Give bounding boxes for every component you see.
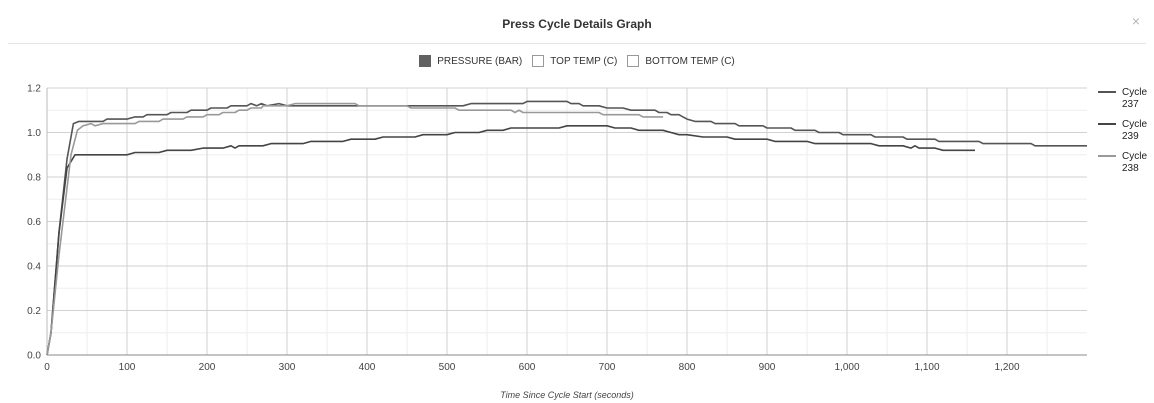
- x-tick-label: 1,000: [834, 362, 859, 373]
- modal-title: Press Cycle Details Graph: [502, 17, 652, 31]
- x-tick-label: 300: [279, 362, 296, 373]
- x-tick-label: 100: [119, 362, 136, 373]
- x-tick-label: 200: [199, 362, 216, 373]
- y-tick-label: 0.8: [27, 173, 41, 184]
- legend-item-1[interactable]: TOP TEMP (C): [532, 55, 617, 67]
- y-tick-label: 0.0: [27, 351, 41, 362]
- x-tick-label: 0: [44, 362, 50, 373]
- x-tick-label: 900: [759, 362, 776, 373]
- series-line-1: [46, 125, 975, 356]
- x-tick-label: 500: [439, 362, 456, 373]
- x-tick-label: 600: [519, 362, 536, 373]
- legend-label: BOTTOM TEMP (C): [645, 55, 735, 67]
- y-tick-label: 1.2: [27, 84, 41, 95]
- x-tick-label: 1,200: [994, 362, 1019, 373]
- series-line-2: [46, 102, 663, 356]
- legend-item-2[interactable]: BOTTOM TEMP (C): [627, 55, 735, 67]
- y-tick-label: 0.2: [27, 306, 41, 317]
- legend-series-label: Cycle 238: [1122, 151, 1147, 174]
- legend-item-0[interactable]: PRESSURE (BAR): [419, 55, 522, 67]
- y-tick-label: 0.4: [27, 262, 41, 273]
- legend-top: PRESSURE (BAR) TOP TEMP (C) BOTTOM TEMP (C…: [0, 53, 1154, 69]
- y-tick-label: 1.0: [27, 128, 41, 139]
- legend-swatch: [627, 55, 640, 67]
- legend-series-label: Cycle 239: [1122, 119, 1147, 142]
- x-tick-label: 400: [359, 362, 376, 373]
- legend-series-label: Cycle 237: [1122, 87, 1147, 110]
- legend-swatch: [532, 55, 545, 67]
- legend-swatch: [419, 55, 432, 67]
- x-tick-label: 1,100: [914, 362, 939, 373]
- legend-label: PRESSURE (BAR): [437, 55, 523, 67]
- x-tick-label: 700: [599, 362, 616, 373]
- close-icon[interactable]: ×: [1131, 13, 1140, 29]
- y-tick-label: 0.6: [27, 217, 41, 228]
- legend-label: TOP TEMP (C): [550, 55, 618, 67]
- series-line-0: [46, 100, 1087, 356]
- x-tick-label: 800: [679, 362, 696, 373]
- x-axis-label: Time Since Cycle Start (seconds): [500, 390, 633, 400]
- modal-header: Press Cycle Details Graph ×: [8, 0, 1146, 44]
